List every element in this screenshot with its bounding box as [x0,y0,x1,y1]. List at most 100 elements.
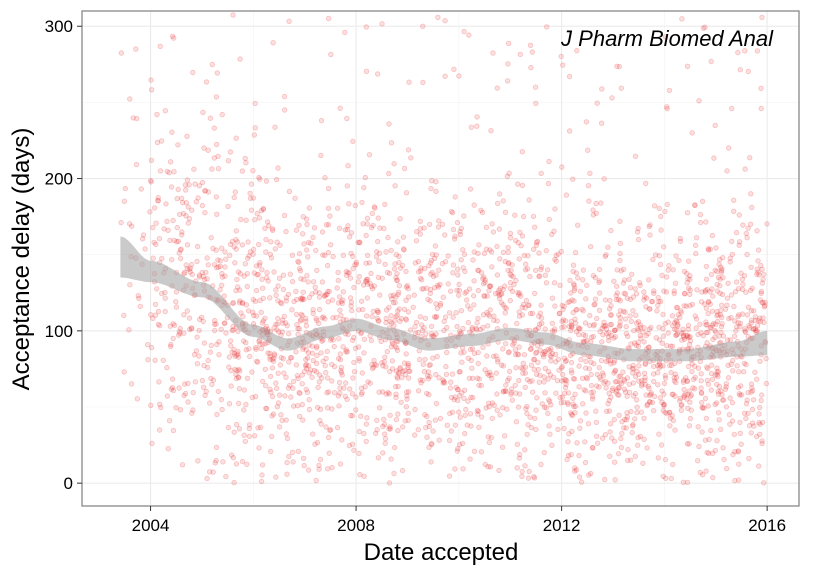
data-point [444,324,450,331]
data-point [319,375,325,381]
data-point [518,293,524,299]
data-point [620,280,627,286]
data-point [626,276,632,282]
data-point [386,121,392,127]
data-point [654,308,660,314]
data-point [513,390,519,396]
data-point [749,204,755,211]
data-point [275,283,281,289]
data-point [288,355,294,361]
data-point [582,439,588,445]
data-point [237,298,243,304]
data-point [483,246,490,252]
data-point [746,323,752,329]
data-point [324,405,331,411]
data-point [281,212,288,219]
data-point [488,283,494,289]
data-point [650,371,657,377]
data-point [264,270,270,276]
data-point [200,318,206,325]
data-point [757,421,763,427]
x-tick-label: 2004 [132,516,170,535]
data-point [152,301,159,308]
data-point [323,355,329,362]
data-point [168,341,174,348]
data-point [520,213,527,220]
data-point [699,399,705,406]
data-point [617,373,624,379]
data-point [608,332,615,339]
data-point [412,432,418,438]
data-point [748,320,754,326]
data-point [506,375,512,381]
data-point [363,24,369,30]
data-point [626,389,633,396]
data-point [623,324,629,330]
data-point [443,371,450,377]
data-point [489,375,495,382]
data-point [325,221,332,228]
data-point [246,346,252,352]
data-point [731,431,737,438]
data-point [716,383,723,390]
data-point [494,407,500,413]
data-point [508,391,514,397]
data-point [687,338,694,344]
data-point [615,385,621,391]
data-point [288,394,294,400]
data-point [356,428,363,435]
data-point [512,237,519,244]
data-point [264,275,270,281]
data-point [714,268,720,275]
data-point [748,317,755,323]
data-point [316,294,323,300]
data-point [586,198,592,204]
data-point [268,255,275,261]
data-point [522,463,528,469]
data-point [523,261,529,267]
data-point [335,269,341,276]
data-point [391,160,397,167]
data-point [237,56,243,62]
data-point [489,415,495,422]
data-point [338,369,345,376]
data-point [335,300,342,306]
data-point [536,313,542,319]
data-point [506,260,512,266]
data-point [344,349,350,355]
data-point [325,249,332,256]
data-point [347,386,353,392]
data-point [684,479,691,486]
data-point [758,288,765,295]
data-point [174,195,180,202]
data-point [226,364,232,370]
data-point [211,317,218,324]
data-point [583,374,590,381]
data-point [267,295,273,301]
data-point [734,363,740,369]
data-point [213,321,219,327]
data-point [502,209,509,215]
data-point [155,198,162,204]
data-point [253,346,259,352]
data-point [434,305,440,311]
data-point [230,455,237,461]
data-point [333,314,339,321]
data-point [635,442,641,448]
data-point [165,227,171,233]
data-point [736,239,743,245]
data-point [714,318,721,325]
data-point [258,478,265,485]
data-point [747,154,753,161]
data-point [578,356,584,363]
data-point [584,337,590,344]
x-tick-label: 2016 [748,516,786,535]
data-point [406,368,412,374]
data-point [459,359,465,365]
data-point [546,423,552,429]
data-point [380,423,386,430]
data-point [164,393,170,399]
data-point [576,384,582,390]
data-point [656,324,662,330]
data-point [542,390,548,396]
